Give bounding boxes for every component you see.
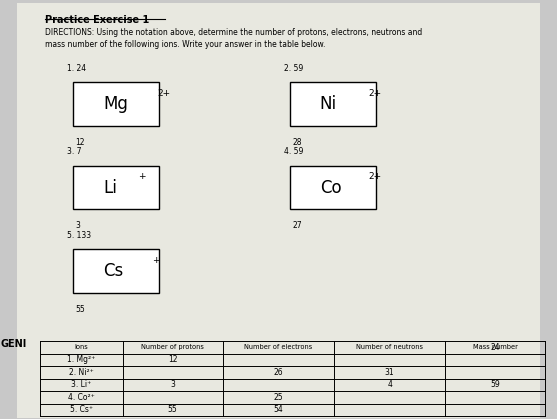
FancyBboxPatch shape [17, 3, 540, 418]
Text: +: + [152, 256, 159, 265]
Text: 31: 31 [385, 368, 394, 377]
Text: 5. Cs⁺: 5. Cs⁺ [70, 406, 92, 414]
Text: 4. 59: 4. 59 [284, 147, 304, 156]
Text: 28: 28 [292, 138, 302, 147]
Text: Practice Exercise 1: Practice Exercise 1 [45, 16, 149, 25]
Text: 2+: 2+ [158, 88, 170, 98]
Text: 5. 133: 5. 133 [67, 231, 91, 240]
Text: +: + [138, 172, 145, 181]
Text: Cs: Cs [103, 262, 123, 280]
Text: 26: 26 [273, 368, 283, 377]
Text: Ni: Ni [320, 95, 337, 113]
Text: 4: 4 [387, 380, 392, 389]
Text: 2+: 2+ [369, 88, 382, 98]
Text: 24: 24 [490, 343, 500, 352]
Text: 2. Ni²⁺: 2. Ni²⁺ [69, 368, 94, 377]
Text: 27: 27 [292, 221, 302, 230]
Text: 2. 59: 2. 59 [284, 64, 304, 73]
Text: Number of electrons: Number of electrons [244, 344, 312, 350]
Text: Mg: Mg [103, 95, 128, 113]
Text: 55: 55 [76, 305, 85, 314]
Text: 25: 25 [273, 393, 283, 402]
FancyBboxPatch shape [290, 166, 376, 210]
Text: Number of neutrons: Number of neutrons [356, 344, 423, 350]
Text: 59: 59 [490, 380, 500, 389]
Text: GENI: GENI [1, 339, 27, 349]
Text: 3: 3 [76, 221, 81, 230]
Text: 12: 12 [168, 355, 178, 365]
Text: Ions: Ions [74, 344, 88, 350]
Text: 1. Mg²⁺: 1. Mg²⁺ [67, 355, 95, 365]
Text: 3. Li⁺: 3. Li⁺ [71, 380, 91, 389]
Text: DIRECTIONS: Using the notation above, determine the number of protons, electrons: DIRECTIONS: Using the notation above, de… [45, 28, 422, 49]
Text: 2+: 2+ [369, 172, 382, 181]
Text: 4. Co²⁺: 4. Co²⁺ [68, 393, 95, 402]
Text: 3: 3 [170, 380, 175, 389]
Text: Number of protons: Number of protons [141, 344, 204, 350]
FancyBboxPatch shape [73, 166, 159, 210]
Text: 55: 55 [168, 406, 178, 414]
FancyBboxPatch shape [290, 82, 376, 126]
FancyBboxPatch shape [73, 82, 159, 126]
Text: 3. 7: 3. 7 [67, 147, 82, 156]
Text: 1. 24: 1. 24 [67, 64, 86, 73]
Text: 54: 54 [273, 406, 283, 414]
Text: Co: Co [320, 178, 341, 197]
Text: Mass number: Mass number [473, 344, 517, 350]
FancyBboxPatch shape [73, 249, 159, 293]
Text: Li: Li [103, 178, 117, 197]
Text: 12: 12 [76, 138, 85, 147]
